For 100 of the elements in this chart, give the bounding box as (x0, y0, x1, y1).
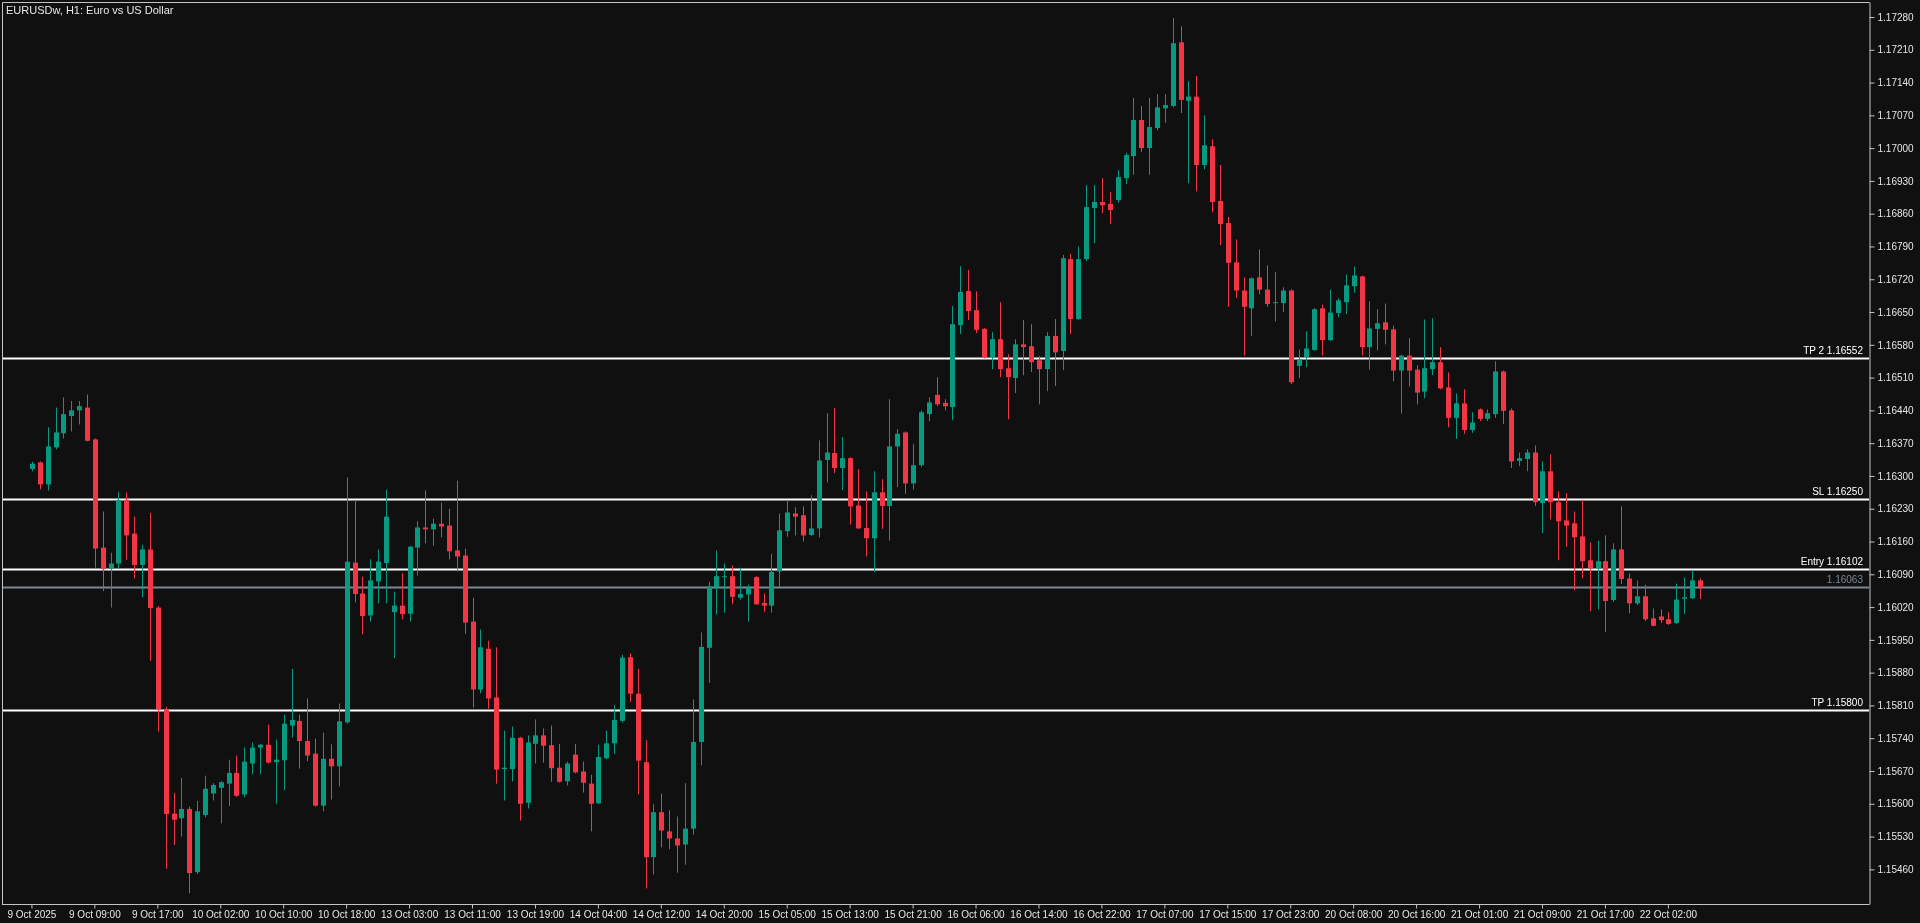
candlestick (392, 591, 397, 659)
y-tick-label: 1.15950 (1877, 634, 1915, 646)
y-tick-label: 1.16440 (1877, 405, 1915, 417)
candlestick (1273, 271, 1278, 322)
candlestick (1092, 184, 1097, 244)
y-tick-label: 1.16650 (1877, 306, 1915, 318)
candlestick (1297, 349, 1302, 379)
candlestick (746, 584, 751, 623)
candlestick (675, 815, 680, 874)
x-tick-label: 15 Oct 05:00 (758, 908, 817, 920)
candlestick (714, 549, 719, 616)
candlestick (533, 718, 538, 764)
x-tick-label: 22 Oct 02:00 (1639, 908, 1698, 920)
candlestick (1116, 169, 1121, 204)
candlestick (895, 428, 900, 488)
candlestick (1265, 264, 1270, 308)
candlestick (1596, 540, 1601, 610)
candlestick (376, 548, 381, 604)
candlestick (825, 412, 830, 483)
candlestick (1556, 490, 1561, 561)
candlestick (305, 697, 310, 762)
candlestick (801, 505, 806, 543)
candlestick (1053, 318, 1058, 387)
candlestick (297, 714, 302, 770)
candlestick (573, 743, 578, 774)
x-tick-label: 14 Oct 04:00 (569, 908, 628, 920)
y-tick-label: 1.15880 (1877, 667, 1915, 679)
ref-line-label: 1.16063 (1826, 573, 1864, 585)
candlestick (1422, 319, 1427, 399)
candlestick (360, 576, 365, 635)
candlestick (1415, 364, 1420, 405)
y-tick-label: 1.17280 (1877, 11, 1915, 23)
candlestick (1108, 191, 1113, 225)
x-tick-label: 10 Oct 18:00 (318, 908, 376, 920)
candlestick (683, 782, 688, 866)
y-tick-label: 1.16160 (1877, 536, 1915, 548)
candlestick (1635, 579, 1640, 606)
candlestick (1572, 511, 1577, 591)
candlestick (762, 593, 767, 613)
y-tick-label: 1.16720 (1877, 273, 1915, 285)
candlestick (911, 443, 916, 491)
candlestick (667, 809, 672, 850)
x-tick-label: 16 Oct 14:00 (1010, 908, 1069, 920)
candlestick (581, 761, 586, 794)
y-tick-label: 1.16090 (1877, 569, 1915, 580)
x-tick-label: 20 Oct 08:00 (1325, 908, 1383, 920)
x-tick-label: 17 Oct 07:00 (1136, 908, 1194, 920)
candlestick (329, 743, 334, 801)
candlestick (1202, 114, 1207, 170)
candlestick (589, 774, 594, 832)
candlestick (935, 376, 940, 407)
x-tick-label: 10 Oct 10:00 (255, 908, 313, 920)
ref-line-label: Entry 1.16102 (1800, 555, 1864, 567)
x-tick-label: 14 Oct 20:00 (695, 908, 754, 920)
y-tick-label: 1.17140 (1877, 77, 1915, 89)
candlestick (1682, 577, 1687, 615)
y-tick-label: 1.16020 (1877, 601, 1915, 613)
candlestick (258, 743, 263, 775)
x-tick-label: 21 Oct 01:00 (1450, 908, 1509, 920)
x-tick-label: 15 Oct 13:00 (821, 908, 880, 920)
ref-line-label: TP 2 1.16552 (1803, 344, 1864, 356)
candlestick (1029, 323, 1034, 373)
candlestick (1674, 583, 1679, 625)
candlestick (880, 478, 885, 530)
y-tick-label: 1.17000 (1877, 142, 1915, 154)
candlestick (974, 290, 979, 334)
x-tick-label: 17 Oct 23:00 (1262, 908, 1320, 920)
y-tick-label: 1.16580 (1877, 339, 1915, 351)
candlestick (1430, 317, 1435, 376)
x-tick-label: 21 Oct 17:00 (1576, 908, 1635, 920)
candlestick (439, 502, 444, 538)
candlestick (1690, 570, 1695, 600)
candlestick (990, 331, 995, 370)
candlestick (1344, 274, 1349, 315)
candlestick (1124, 152, 1129, 185)
candlestick (38, 460, 43, 491)
candlestick (1155, 93, 1160, 131)
candlestick (1147, 97, 1152, 176)
ref-line-label: SL 1.16250 (1812, 485, 1864, 497)
candlestick (179, 777, 184, 838)
candlestick (1407, 337, 1412, 387)
candlestick (722, 563, 727, 614)
y-tick-label: 1.15460 (1877, 864, 1915, 876)
y-tick-label: 1.16300 (1877, 470, 1915, 482)
candlestick (840, 436, 845, 491)
x-tick-label: 17 Oct 15:00 (1199, 908, 1257, 920)
y-tick-label: 1.16930 (1877, 175, 1915, 187)
candlestick (54, 407, 59, 450)
candlestick (1257, 248, 1262, 295)
x-tick-label: 13 Oct 11:00 (444, 908, 502, 920)
candlestick (172, 792, 177, 846)
x-tick-label: 20 Oct 16:00 (1387, 908, 1446, 920)
candlestick (455, 480, 460, 572)
candlestick (557, 743, 562, 784)
candlestick (1564, 492, 1569, 548)
candlestick (549, 725, 554, 783)
candlestick (832, 407, 837, 474)
candlestick (266, 724, 271, 764)
candlestick (565, 761, 570, 787)
x-tick-label: 13 Oct 19:00 (506, 908, 565, 920)
